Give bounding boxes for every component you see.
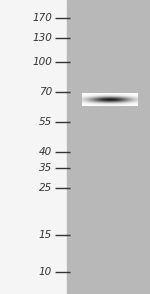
Text: 170: 170	[32, 13, 52, 23]
Text: 55: 55	[39, 117, 52, 127]
Text: 15: 15	[39, 230, 52, 240]
Text: 130: 130	[32, 33, 52, 43]
Bar	[67, 0, 150, 294]
Text: 10: 10	[39, 267, 52, 277]
Text: 35: 35	[39, 163, 52, 173]
Text: 100: 100	[32, 57, 52, 67]
Text: 70: 70	[39, 87, 52, 97]
Text: 40: 40	[39, 147, 52, 157]
Text: 25: 25	[39, 183, 52, 193]
